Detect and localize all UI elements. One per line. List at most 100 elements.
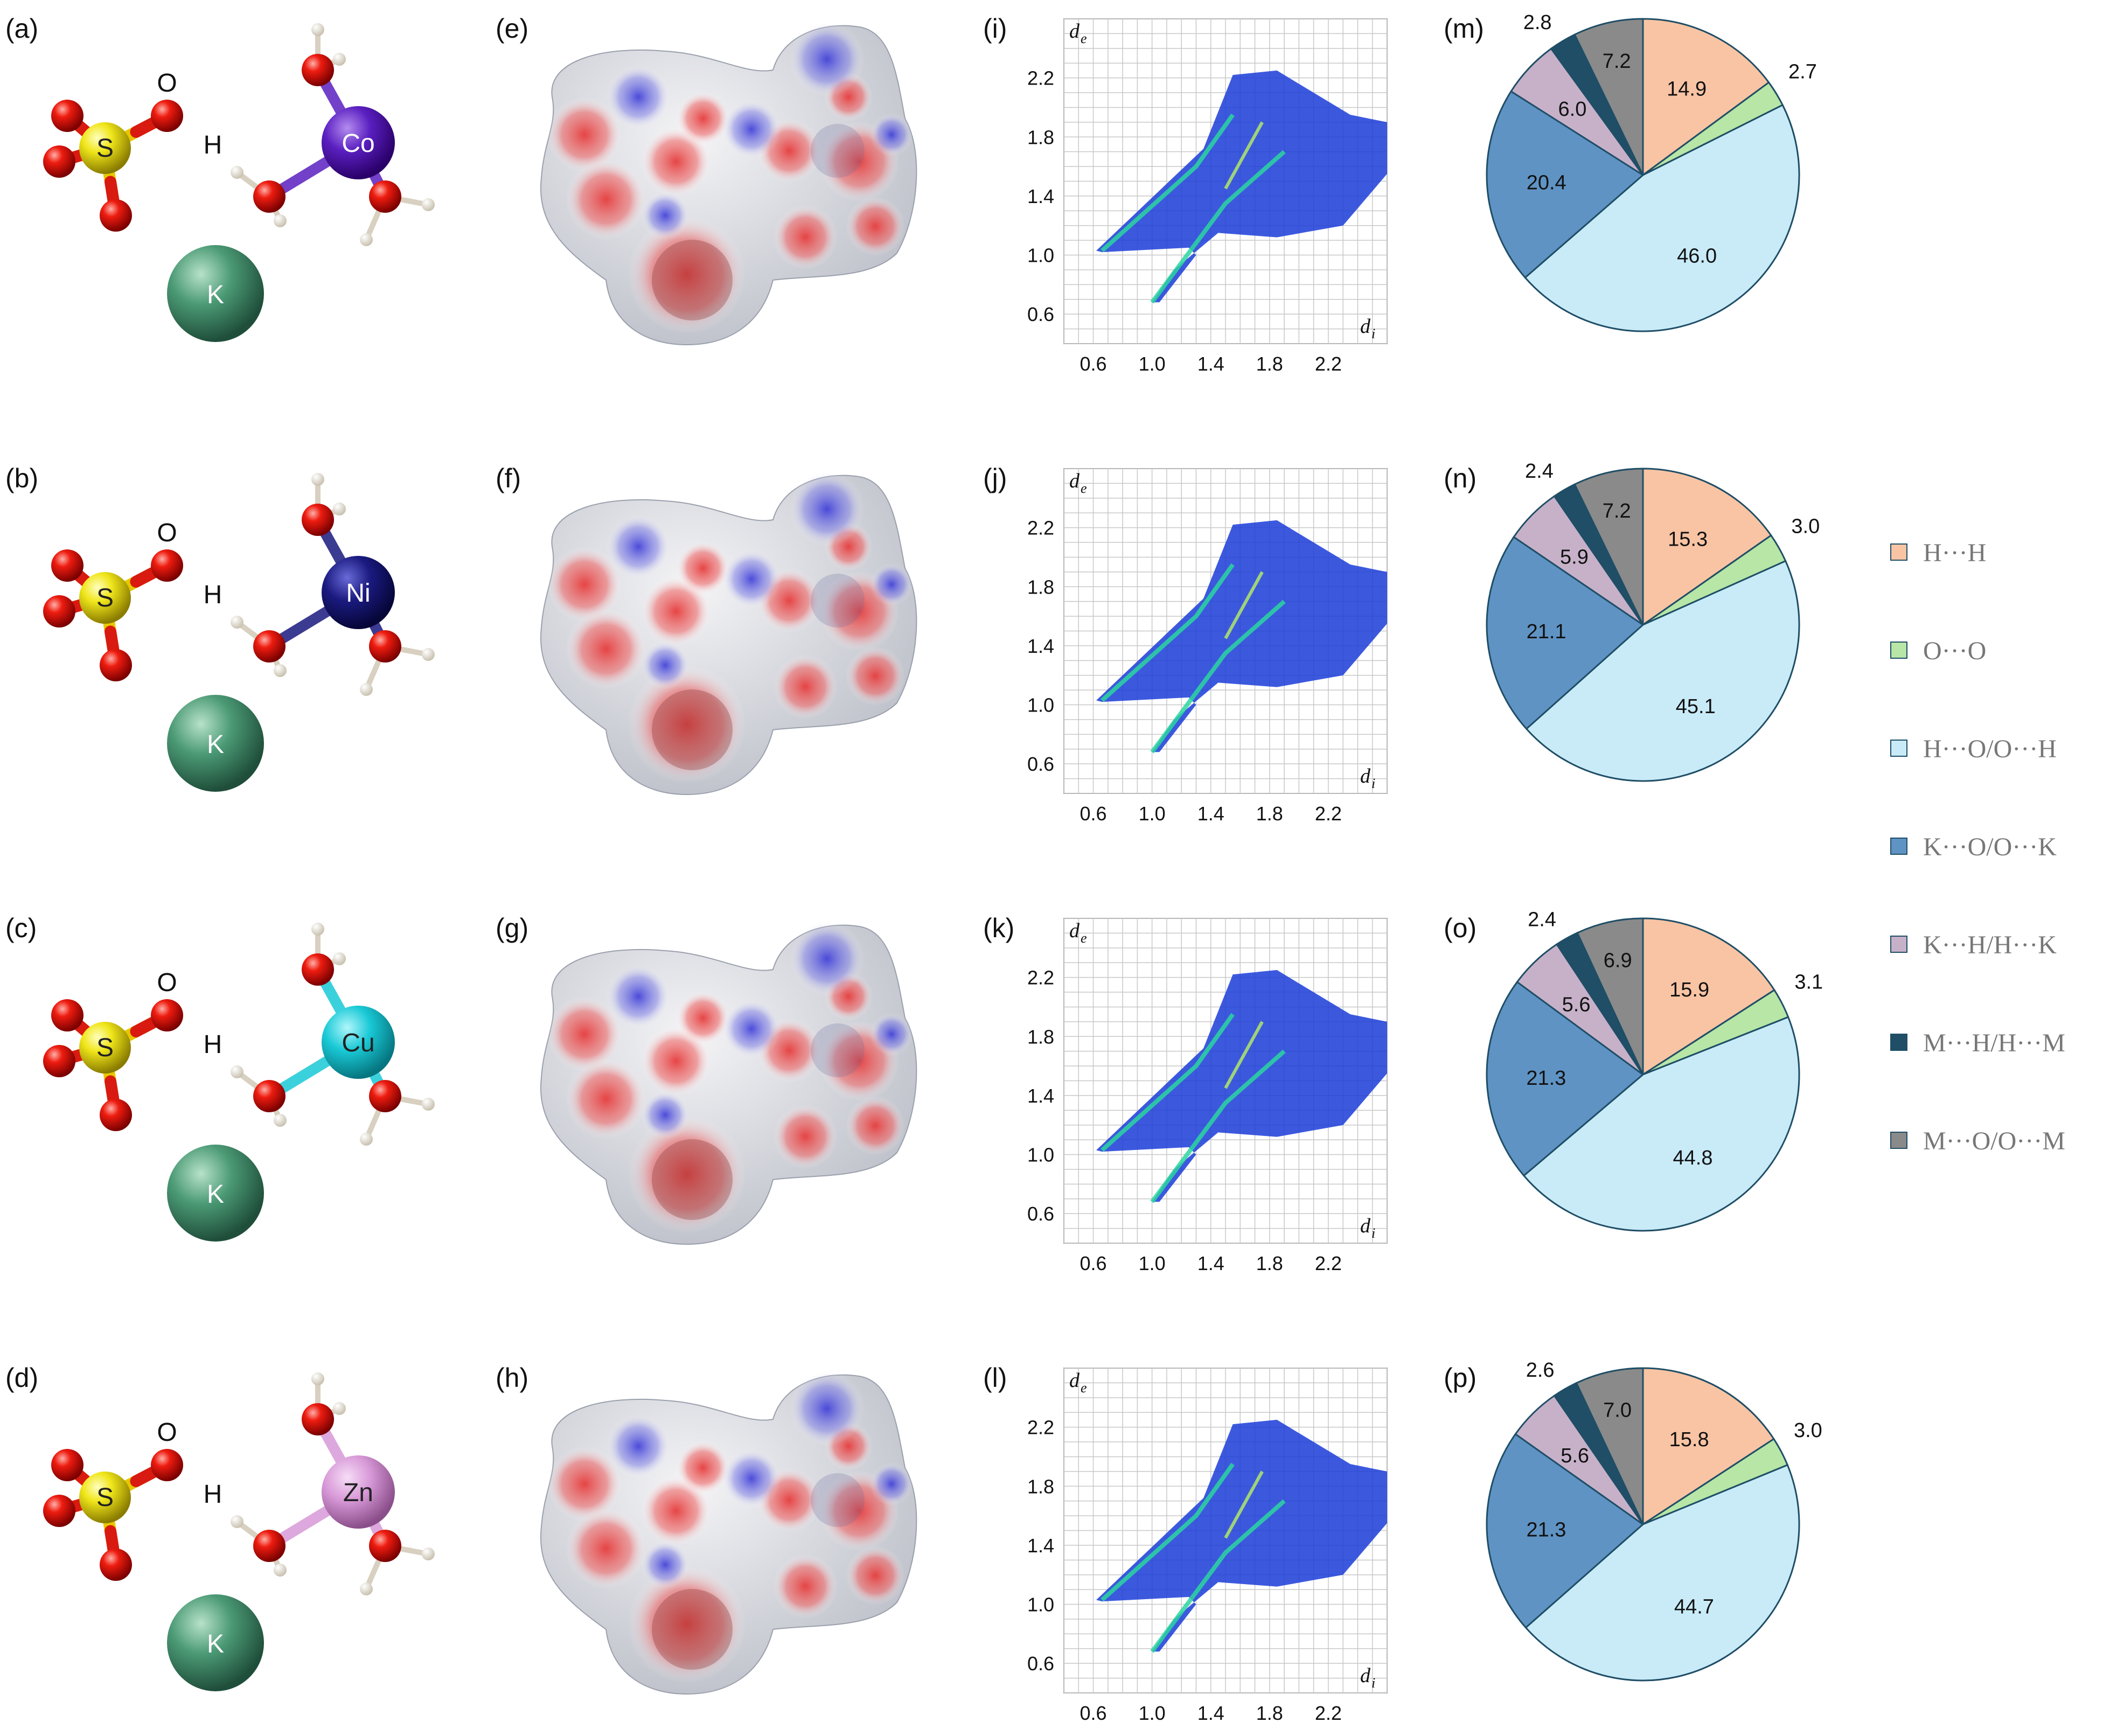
- water-oxygen-atom: [369, 630, 401, 663]
- pie-value-label: 21.1: [1527, 621, 1566, 643]
- pie-value-label: 5.6: [1561, 1445, 1589, 1467]
- metal-label: Co: [342, 129, 374, 158]
- hydrogen-atom: [274, 214, 287, 227]
- pie-value-label: 14.9: [1667, 78, 1707, 101]
- hydrogen-atom: [333, 1402, 346, 1415]
- x-tick-label: 1.4: [1197, 1702, 1224, 1724]
- oxygen-atom: [51, 1449, 83, 1481]
- pie-slice: [1642, 917, 1775, 1076]
- pie-value-label: 7.2: [1603, 500, 1631, 522]
- fingerprint-spike: [1101, 113, 1235, 253]
- sulfur-label: S: [96, 134, 114, 163]
- panel-label: (e): [496, 13, 528, 44]
- hydrogen-atom: [360, 233, 373, 246]
- hydrogen-atom: [231, 616, 243, 629]
- hydrogen-atom: [274, 1564, 287, 1577]
- fingerprint-spike: [1150, 1049, 1286, 1203]
- legend-item: H···H: [1890, 539, 1986, 567]
- hydrogen-label: H: [204, 1480, 222, 1509]
- fingerprint-spike: [1224, 121, 1264, 190]
- hydrogen-label: H: [204, 131, 222, 159]
- y-tick-label: 1.0: [1027, 245, 1054, 267]
- legend-label: O···O: [1923, 637, 1986, 665]
- y-tick-label: 1.0: [1027, 694, 1054, 716]
- hydrogen-atom: [231, 166, 243, 179]
- panel-label: (l): [983, 1363, 1007, 1393]
- pie-value-label: 44.7: [1674, 1596, 1714, 1619]
- fingerprint-spike: [1224, 571, 1264, 639]
- metal-atom: [322, 1455, 395, 1529]
- panel-label: (p): [1444, 1363, 1477, 1393]
- pie-value-label: 45.1: [1676, 695, 1716, 718]
- hirshfeld-surface-panel: (f): [496, 463, 917, 796]
- y-axis-label-subscript: e: [1081, 1380, 1087, 1396]
- pie-value-label: 21.3: [1526, 1067, 1566, 1090]
- potassium-atom: [167, 695, 264, 792]
- metal-label: Zn: [343, 1479, 373, 1507]
- pie-value-label: 2.8: [1523, 11, 1552, 34]
- panel-label: (i): [983, 13, 1007, 44]
- sulfur-atom: [79, 1472, 131, 1523]
- legend-item: K···H/H···K: [1890, 931, 2057, 959]
- oxygen-atom: [43, 1045, 75, 1077]
- y-tick-label: 1.0: [1027, 1594, 1054, 1616]
- pie-slice: [1522, 1016, 1800, 1232]
- hydrogen-atom: [274, 1114, 287, 1127]
- pie-value-label: 5.9: [1560, 546, 1589, 568]
- water-oxygen-atom: [369, 180, 401, 213]
- hydrogen-atom: [311, 473, 324, 486]
- hydrogen-atom: [422, 1098, 435, 1111]
- legend-item: K···O/O···K: [1890, 833, 2057, 861]
- pie-value-label: 5.6: [1562, 994, 1591, 1016]
- y-tick-label: 1.8: [1027, 126, 1054, 148]
- y-tick-label: 1.4: [1027, 1085, 1054, 1107]
- x-tick-label: 1.8: [1256, 353, 1283, 375]
- x-tick-label: 1.0: [1139, 1252, 1166, 1274]
- panel-label: (d): [5, 1363, 38, 1393]
- molecule-panel: (a) S O H Co K: [5, 13, 435, 342]
- fingerprint-plot: (j)0.6 1.0 1.4 1.8 2.22.21.81.41.00.6d ed i: [983, 463, 1388, 825]
- oxygen-atom: [100, 649, 132, 681]
- y-tick-label: 1.8: [1027, 1026, 1054, 1048]
- x-tick-label: 2.2: [1315, 803, 1342, 825]
- pie-slice: [1486, 535, 1645, 730]
- pie-slice: [1486, 980, 1645, 1177]
- legend-swatch: [1890, 642, 1907, 659]
- y-tick-label: 1.8: [1027, 1475, 1054, 1497]
- x-tick-label: 1.4: [1197, 353, 1224, 375]
- oxygen-atom: [100, 1099, 132, 1131]
- fingerprint-spike: [1101, 1013, 1235, 1152]
- potassium-atom: [167, 1594, 264, 1691]
- fingerprint-plot: (k)0.6 1.0 1.4 1.8 2.22.21.81.41.00.6d ed i: [983, 913, 1388, 1274]
- water-oxygen-atom: [302, 953, 334, 986]
- x-axis-label-subscript: i: [1371, 1225, 1375, 1241]
- y-tick-label: 1.4: [1027, 185, 1054, 207]
- legend-swatch: [1890, 543, 1907, 561]
- y-axis-label: d: [1069, 20, 1080, 43]
- x-axis-label-subscript: i: [1371, 326, 1375, 341]
- pie-value-label: 3.1: [1794, 971, 1823, 994]
- x-tick-label: 1.8: [1256, 1252, 1283, 1274]
- legend-swatch: [1890, 1034, 1907, 1051]
- hydrogen-atom: [231, 1515, 243, 1528]
- legend-label: M···O/O···M: [1923, 1127, 2065, 1155]
- pie-value-label: 7.2: [1603, 50, 1631, 73]
- water-oxygen-atom: [253, 630, 285, 663]
- pie-chart: (o) 15.9 3.1 44.8 21.3 5.6 2.4 6.9: [1444, 908, 1823, 1232]
- oxygen-atom: [151, 999, 183, 1031]
- y-axis-label: d: [1069, 1369, 1080, 1392]
- pie-slice: [1642, 18, 1770, 177]
- pie-value-label: 15.9: [1669, 979, 1709, 1001]
- x-axis-label: d: [1360, 1664, 1371, 1687]
- pie-value-label: 21.3: [1526, 1519, 1566, 1542]
- legend-label: K···O/O···K: [1923, 833, 2057, 861]
- x-axis-label: d: [1360, 765, 1371, 787]
- panel-label: (g): [496, 913, 528, 943]
- molecule-panel: (c) S O H Cu K: [5, 913, 435, 1242]
- y-tick-label: 1.4: [1027, 1535, 1054, 1557]
- panel-label: (o): [1444, 913, 1477, 943]
- y-axis-label-subscript: e: [1081, 930, 1087, 946]
- hydrogen-atom: [360, 683, 373, 696]
- water-oxygen-atom: [302, 504, 334, 536]
- x-tick-label: 1.8: [1256, 803, 1283, 825]
